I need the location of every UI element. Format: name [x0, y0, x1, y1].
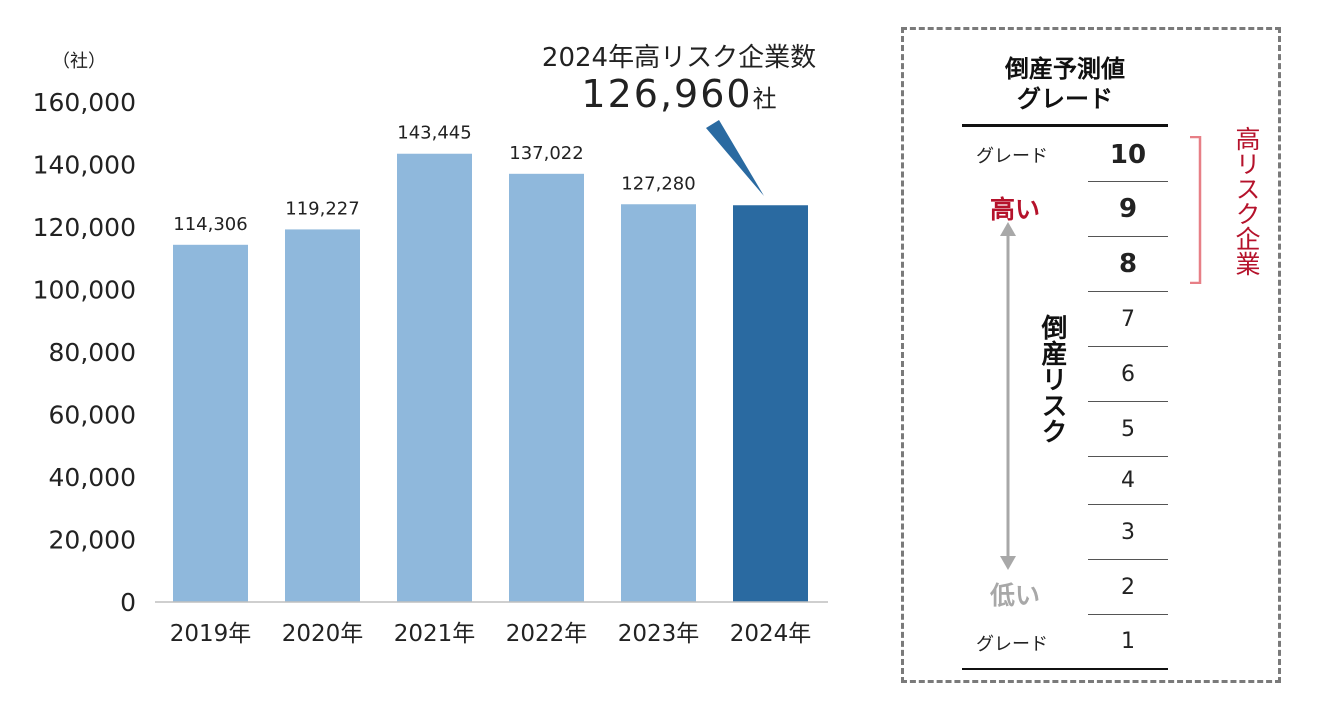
bar-chart: （社） 0 20,000 40,000 60,000 80,000 100,000 120,…: [33, 43, 828, 647]
y-tick-label: 80,000: [49, 338, 136, 367]
y-tick-label: 140,000: [33, 151, 136, 180]
top-rule: [962, 124, 1168, 127]
bar: [173, 244, 248, 602]
y-tick-label: 40,000: [49, 463, 136, 492]
y-tick-label: 20,000: [49, 526, 136, 555]
grade-cell: 4: [1088, 457, 1168, 505]
bar: [509, 173, 584, 602]
data-label: 127,280: [621, 173, 695, 194]
callout-value: 126,960: [581, 72, 752, 116]
x-tick-label: 2022年: [506, 621, 588, 647]
bottom-rule: [962, 668, 1168, 670]
data-labels: 114,306 119,227 143,445 137,022 127,280: [173, 123, 695, 235]
data-label: 137,022: [509, 143, 583, 164]
high-label: 高い: [990, 195, 1041, 224]
grade-cell: 6: [1088, 347, 1168, 402]
y-axis-unit: （社）: [52, 51, 106, 72]
data-label: 119,227: [285, 198, 359, 219]
double-arrow-icon: [1000, 222, 1016, 570]
x-axis: 2019年 2020年 2021年 2022年 2023年 2024年: [170, 621, 812, 647]
x-tick-label: 2020年: [282, 621, 364, 647]
grade-cell: 5: [1088, 402, 1168, 457]
x-tick-label: 2023年: [618, 621, 700, 647]
data-label: 114,306: [173, 214, 247, 235]
grade-cell: 8: [1088, 237, 1168, 292]
callout: 2024年高リスク企業数 126,960社: [542, 43, 816, 196]
grade-cell: 3: [1088, 505, 1168, 560]
y-tick-label: 100,000: [33, 276, 136, 305]
bottom-grade-word: グレード: [976, 634, 1048, 655]
grade-cell: 7: [1088, 292, 1168, 347]
y-tick-label: 120,000: [33, 213, 136, 242]
bar: [621, 204, 696, 602]
callout-title: 2024年高リスク企業数: [542, 43, 816, 73]
top-grade-word: グレード: [976, 146, 1048, 167]
grade-cell: 2: [1088, 560, 1168, 615]
panel-title: 倒産予測値 グレード: [962, 54, 1168, 114]
y-tick-label: 160,000: [33, 88, 136, 117]
callout-pointer: [706, 120, 764, 196]
grade-cell: 10: [1088, 128, 1168, 182]
grade-panel: 倒産予測値 グレード 10 9 8 7 6 5 4 3 2 1 グレード グレード 高い 低い 倒…: [901, 27, 1281, 683]
callout-unit: 社: [753, 85, 777, 113]
callout-value-line: 126,960社: [581, 72, 776, 116]
y-tick-label: 60,000: [49, 401, 136, 430]
bar: [285, 229, 360, 602]
y-tick-label: 0: [120, 588, 136, 617]
risk-label: 倒産リスク: [1037, 314, 1067, 444]
high-risk-label: 高リスク企業: [1232, 126, 1261, 276]
x-tick-label: 2021年: [394, 621, 476, 647]
bars: [173, 153, 808, 602]
bar: [733, 205, 808, 602]
grade-cell: 1: [1121, 629, 1135, 654]
x-tick-label: 2024年: [730, 621, 812, 647]
data-label: 143,445: [397, 123, 471, 144]
panel-title-line1: 倒産予測値: [1005, 55, 1125, 83]
bar: [397, 153, 472, 602]
low-label: 低い: [990, 581, 1041, 610]
x-tick-label: 2019年: [170, 621, 252, 647]
y-axis: 0 20,000 40,000 60,000 80,000 100,000 120,000 1…: [33, 88, 136, 617]
panel-title-line2: グレード: [1017, 85, 1113, 113]
bracket-icon: [1190, 136, 1202, 284]
grade-cell: 9: [1088, 182, 1168, 237]
